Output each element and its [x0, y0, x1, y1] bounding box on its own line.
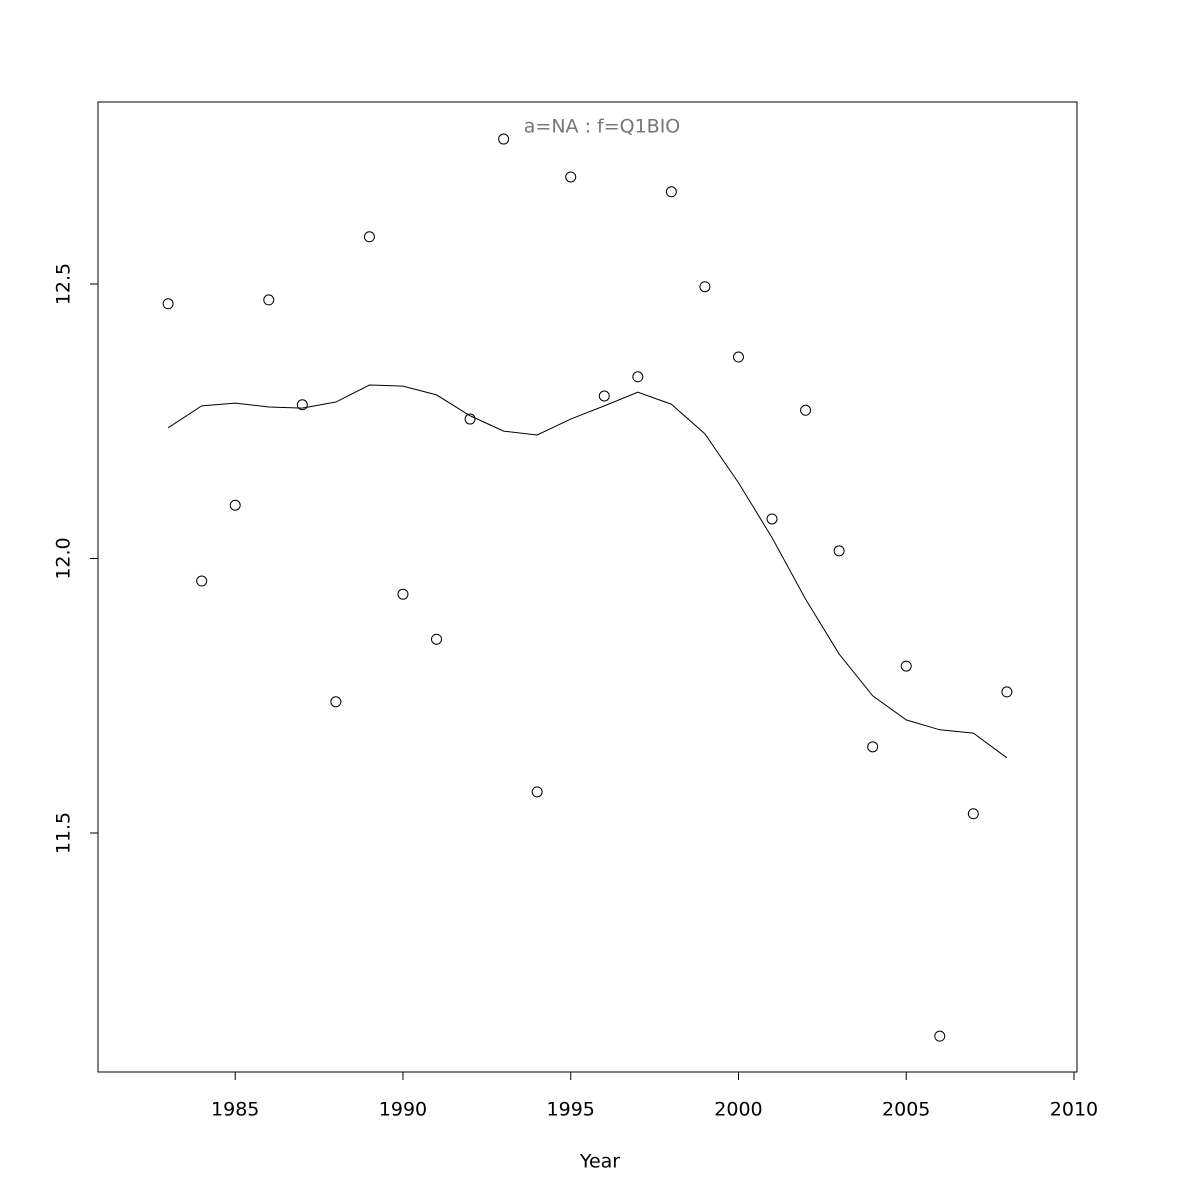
- chart-title: a=NA : f=Q1BIO: [524, 116, 681, 138]
- point: [867, 741, 879, 753]
- smooth-line: [167, 384, 1008, 759]
- y-tick-label: 12.5: [53, 263, 75, 305]
- point: [632, 371, 644, 383]
- y-tick-label: 11.5: [53, 812, 75, 854]
- point: [732, 351, 744, 363]
- point: [699, 281, 711, 293]
- point: [330, 696, 342, 708]
- point: [397, 588, 409, 600]
- point: [498, 133, 510, 145]
- point: [967, 808, 979, 820]
- x-tick-label: 2005: [882, 1099, 930, 1121]
- point: [196, 575, 208, 587]
- point: [531, 786, 543, 798]
- point: [229, 499, 241, 511]
- point: [665, 186, 677, 198]
- point: [363, 231, 375, 243]
- point: [900, 660, 912, 672]
- point: [464, 413, 476, 425]
- x-tick-label: 2000: [714, 1099, 762, 1121]
- y-tick-label: 12.0: [53, 537, 75, 579]
- point: [934, 1030, 946, 1042]
- x-tick-label: 2010: [1050, 1099, 1098, 1121]
- point: [598, 390, 610, 402]
- point: [296, 399, 308, 411]
- point: [833, 545, 845, 557]
- point: [431, 633, 443, 645]
- x-tick-label: 1985: [211, 1099, 259, 1121]
- point: [800, 404, 812, 416]
- point: [1001, 686, 1013, 698]
- point: [565, 171, 577, 183]
- x-tick-label: 1995: [547, 1099, 595, 1121]
- point: [766, 513, 778, 525]
- x-axis-label: Year: [579, 1151, 620, 1173]
- x-tick-label: 1990: [379, 1099, 427, 1121]
- point: [263, 294, 275, 306]
- point: [162, 298, 174, 310]
